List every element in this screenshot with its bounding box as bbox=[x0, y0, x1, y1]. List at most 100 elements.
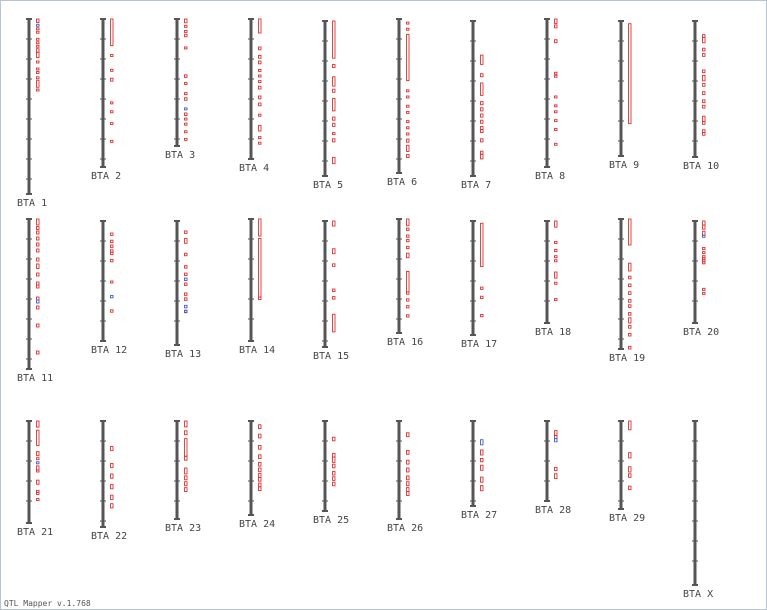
qtl-marker bbox=[110, 445, 114, 452]
qtl-marker bbox=[332, 463, 336, 469]
qtl-marker bbox=[36, 27, 40, 31]
qtl-marker bbox=[110, 77, 114, 82]
axis-tick bbox=[692, 520, 698, 522]
axis-cap-top bbox=[174, 420, 180, 422]
axis-cap-bottom bbox=[396, 332, 402, 334]
qtl-marker bbox=[258, 113, 262, 117]
chromosome-9[interactable]: BTA 9 bbox=[609, 20, 639, 171]
axis-tick bbox=[692, 100, 698, 102]
chromosome-label: BTA 5 bbox=[313, 180, 343, 191]
chromosome-label: BTA 23 bbox=[165, 523, 201, 534]
qtl-marker bbox=[332, 313, 336, 333]
qtl-marker bbox=[184, 137, 188, 141]
qtl-marker bbox=[554, 438, 558, 443]
qtl-marker bbox=[480, 54, 484, 65]
chromosome-18[interactable]: BTA 18 bbox=[535, 220, 571, 338]
axis-tick bbox=[322, 240, 328, 242]
chromosome-24[interactable]: BTA 24 bbox=[239, 420, 275, 530]
qtl-marker bbox=[554, 95, 558, 99]
axis-cap-top bbox=[322, 20, 328, 22]
qtl-marker bbox=[332, 288, 336, 293]
chromosome-1[interactable]: BTA 1 bbox=[17, 18, 47, 209]
qtl-marker bbox=[554, 434, 558, 440]
chromosome-10[interactable]: BTA 10 bbox=[683, 20, 719, 172]
chromosome-14[interactable]: BTA 14 bbox=[239, 218, 275, 356]
chromosome-4[interactable]: BTA 4 bbox=[239, 18, 269, 174]
chromosome-11[interactable]: BTA 11 bbox=[17, 218, 53, 384]
qtl-marker bbox=[36, 79, 40, 88]
qtl-marker bbox=[480, 439, 484, 446]
qtl-marker bbox=[628, 317, 632, 324]
axis-tick bbox=[396, 278, 402, 280]
axis-tick bbox=[544, 240, 550, 242]
chromosome-label: BTA 27 bbox=[461, 510, 497, 521]
axis-tick bbox=[692, 440, 698, 442]
chromosome-16[interactable]: BTA 16 bbox=[387, 218, 423, 348]
chromosome-21[interactable]: BTA 21 bbox=[17, 420, 53, 538]
chromosome-30[interactable]: BTA X bbox=[683, 420, 713, 600]
axis-tick bbox=[692, 460, 698, 462]
qtl-marker bbox=[406, 218, 410, 227]
chromosome-12[interactable]: BTA 12 bbox=[91, 220, 127, 356]
chromosome-axis bbox=[545, 221, 549, 323]
qtl-marker bbox=[110, 503, 114, 509]
chromosome-label: BTA X bbox=[683, 589, 713, 600]
chromosome-20[interactable]: BTA 20 bbox=[683, 220, 719, 338]
chromosome-axis bbox=[101, 421, 105, 527]
chromosome-25[interactable]: BTA 25 bbox=[313, 420, 349, 526]
chromosome-3[interactable]: BTA 3 bbox=[165, 18, 195, 161]
qtl-marker bbox=[110, 54, 114, 57]
chromosome-7[interactable]: BTA 7 bbox=[461, 20, 491, 191]
qtl-marker bbox=[36, 37, 40, 41]
qtl-marker bbox=[702, 234, 706, 238]
axis-cap-bottom bbox=[396, 172, 402, 174]
qtl-marker bbox=[184, 230, 188, 234]
chromosome-27[interactable]: BTA 27 bbox=[461, 420, 497, 521]
chromosome-6[interactable]: BTA 6 bbox=[387, 18, 417, 188]
qtl-marker bbox=[258, 238, 262, 298]
axis-cap-bottom bbox=[618, 348, 624, 350]
axis-tick bbox=[100, 300, 106, 302]
qtl-marker bbox=[332, 116, 336, 121]
qtl-marker bbox=[36, 498, 40, 502]
axis-tick bbox=[26, 318, 32, 320]
axis-tick bbox=[692, 40, 698, 42]
axis-tick bbox=[618, 238, 624, 240]
qtl-marker bbox=[480, 138, 484, 143]
axis-cap-top bbox=[174, 18, 180, 20]
axis-tick bbox=[692, 540, 698, 542]
qtl-marker bbox=[332, 470, 336, 476]
qtl-marker bbox=[110, 494, 114, 500]
chromosome-29[interactable]: BTA 29 bbox=[609, 420, 645, 524]
chromosome-axis bbox=[471, 221, 475, 335]
chromosome-13[interactable]: BTA 13 bbox=[165, 220, 201, 360]
qtl-marker bbox=[332, 122, 336, 127]
axis-tick bbox=[174, 460, 180, 462]
qtl-marker bbox=[628, 291, 632, 295]
axis-tick bbox=[618, 460, 624, 462]
chromosome-26[interactable]: BTA 26 bbox=[387, 420, 423, 534]
qtl-marker bbox=[36, 429, 40, 446]
axis-cap-bottom bbox=[618, 155, 624, 157]
axis-cap-bottom bbox=[470, 505, 476, 507]
chromosome-15[interactable]: BTA 15 bbox=[313, 220, 349, 362]
chromosome-axis bbox=[175, 19, 179, 146]
qtl-marker bbox=[184, 475, 188, 481]
chromosome-19[interactable]: BTA 19 bbox=[609, 218, 645, 364]
qtl-marker bbox=[36, 51, 40, 58]
axis-tick bbox=[174, 138, 180, 140]
qtl-marker bbox=[36, 323, 40, 328]
qtl-marker bbox=[110, 473, 114, 479]
axis-tick bbox=[248, 118, 254, 120]
chromosome-22[interactable]: BTA 22 bbox=[91, 420, 127, 542]
chromosome-28[interactable]: BTA 28 bbox=[535, 420, 571, 516]
chromosome-2[interactable]: BTA 2 bbox=[91, 18, 121, 182]
qtl-marker bbox=[480, 73, 484, 78]
chromosome-axis bbox=[323, 221, 327, 347]
qtl-marker bbox=[258, 68, 262, 72]
axis-tick bbox=[322, 80, 328, 82]
chromosome-23[interactable]: BTA 23 bbox=[165, 420, 201, 534]
chromosome-5[interactable]: BTA 5 bbox=[313, 20, 343, 191]
chromosome-17[interactable]: BTA 17 bbox=[461, 220, 497, 350]
chromosome-8[interactable]: BTA 8 bbox=[535, 18, 565, 182]
